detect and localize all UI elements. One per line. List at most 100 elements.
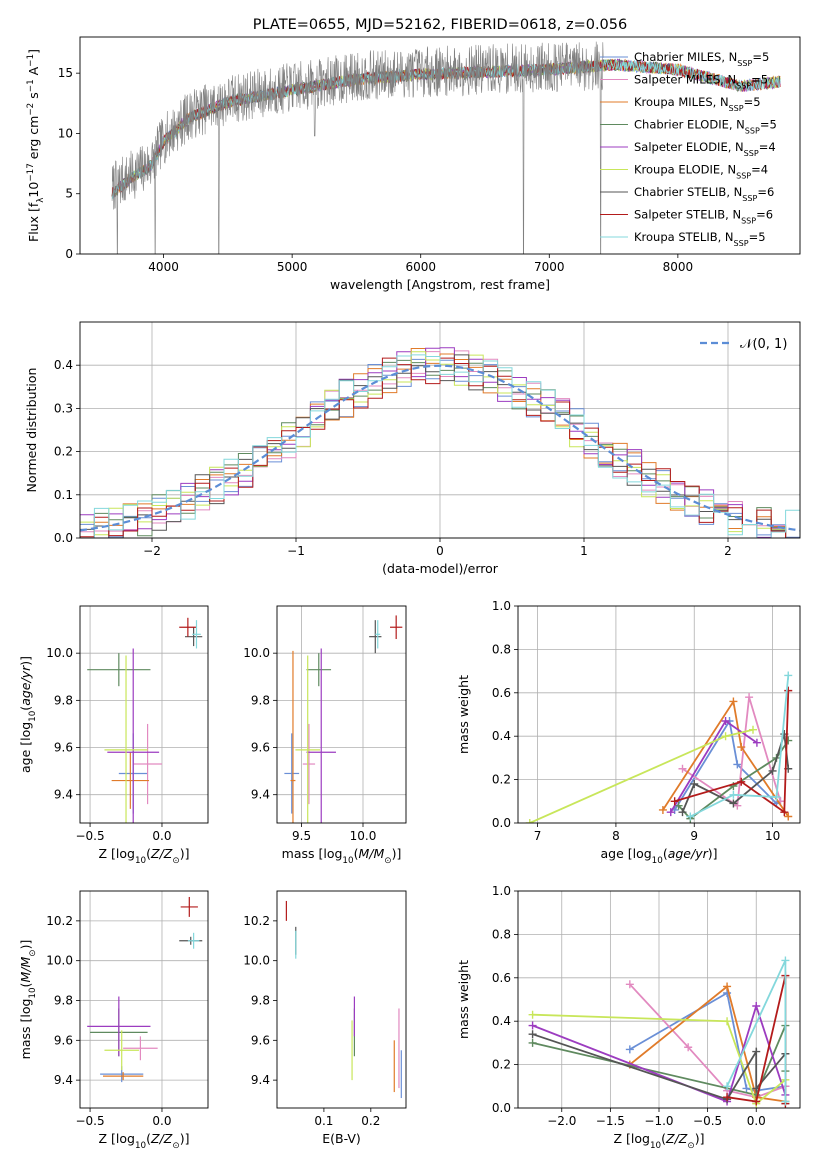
y-tick-label: 0.6 (492, 971, 511, 985)
x-tick-label: 0.0 (747, 1114, 766, 1128)
series-marker (670, 797, 679, 806)
series-marker (721, 732, 730, 741)
series-marker (752, 1097, 761, 1106)
y-tick-label: 10.0 (243, 646, 270, 660)
panel-weight_vs_age: 7 8 9 10 0.0 0.2 0.4 0.6 0.8 1.0 age [log10(age/yr… (456, 599, 801, 866)
panel-spectrum: 4000 5000 6000 7000 8000 0 5 10 15 wavelength [An… (26, 17, 801, 292)
x-axis-label: wavelength [Angstrom, rest frame] (330, 277, 550, 292)
series-marker (742, 1084, 751, 1093)
series-path (529, 728, 754, 823)
series-marker (781, 1097, 790, 1106)
y-tick-label: 10.2 (243, 914, 270, 928)
panel-weight_vs_Z: −2.0 −1.5 −1.0 −0.5 0.0 0.0 0.2 0.4 0.6 0.8 1.0 Z [… (456, 884, 801, 1151)
series-marker (625, 980, 634, 989)
y-tick-label: 1.0 (492, 599, 511, 613)
y-tick-label: 0.0 (492, 816, 511, 830)
weight-series-line (678, 730, 793, 817)
x-tick-label: 10 (765, 829, 780, 843)
x-tick-label: 7 (534, 829, 542, 843)
errorbar-point (306, 648, 336, 823)
x-tick-label: 0.0 (152, 829, 171, 843)
legend-label: Salpeter STELIB, NSSP=6 (634, 208, 773, 226)
y-tick-label: 10.0 (46, 646, 73, 660)
series-marker (768, 766, 777, 775)
series-marker (772, 792, 781, 801)
errorbar-point (369, 620, 382, 654)
panel-age_vs_mass: 9.5 10.0 9.4 9.6 9.8 10.0 mass [log10(M/M⊙)] (243, 605, 407, 866)
weight-series (528, 956, 790, 1108)
series-marker (723, 1082, 732, 1091)
series-path (662, 699, 790, 818)
y-tick-label: 0.8 (492, 927, 511, 941)
errorbar-point (104, 1030, 139, 1071)
axes-frame (276, 605, 407, 824)
errorbar-point (390, 615, 403, 640)
series-marker (780, 808, 789, 817)
series-marker (690, 779, 699, 788)
series-marker (752, 1047, 761, 1056)
errorbar-point (133, 723, 162, 805)
x-axis-label: Z [log10(Z/Z⊙)] (99, 846, 190, 866)
series-marker (729, 799, 738, 808)
y-tick-label: 0.2 (492, 773, 511, 787)
y-axis-label: age [log10(age/yr)] (18, 656, 38, 773)
series-marker (658, 805, 667, 814)
series-path (689, 675, 790, 818)
x-tick-label: 4000 (148, 260, 179, 274)
y-tick-label: 9.4 (54, 1073, 73, 1087)
y-tick-label: 9.6 (54, 741, 73, 755)
chart-title: PLATE=0655, MJD=52162, FIBERID=0618, z=0… (253, 17, 627, 33)
errorbar-point (111, 752, 150, 809)
observed-spectrum-line (111, 41, 604, 254)
series-marker (737, 743, 746, 752)
axes-frame (517, 890, 801, 1109)
y-tick-label: 9.8 (251, 693, 270, 707)
series-marker (733, 760, 742, 769)
errorbar-point (104, 655, 148, 823)
series-marker (684, 1043, 693, 1052)
spectrum-legend: Chabrier MILES, NSSP=5 Salpeter MILES, NS… (600, 50, 777, 248)
y-tick-label: 0.3 (54, 401, 73, 415)
x-tick-label: −1.5 (596, 1114, 625, 1128)
axes-frame (517, 605, 801, 824)
y-tick-label: 9.8 (54, 693, 73, 707)
y-tick-label: 10 (58, 126, 73, 140)
series-path (532, 1013, 786, 1106)
x-axis-label: Z [log10(Z/Z⊙)] (614, 1131, 705, 1151)
y-tick-label: 0.1 (54, 488, 73, 502)
errorbar-point (284, 733, 300, 814)
x-tick-label: −1.0 (644, 1114, 673, 1128)
axes-frame (79, 321, 801, 539)
y-tick-label: 9.4 (251, 788, 270, 802)
series-marker (752, 1002, 761, 1011)
y-axis-label: mass [log10(M/M⊙)] (18, 940, 38, 1060)
y-axis-label: mass weight (456, 960, 471, 1039)
y-axis-label: Normed distribution (24, 368, 39, 493)
y-tick-label: 9.6 (251, 1033, 270, 1047)
y-tick-label: 0.4 (54, 358, 73, 372)
x-tick-label: 0 (436, 544, 444, 558)
weight-series-line (723, 956, 790, 1106)
y-tick-label: 9.6 (54, 1033, 73, 1047)
legend-label: Chabrier ELODIE, NSSP=5 (634, 118, 777, 136)
x-tick-label: 9.5 (292, 829, 311, 843)
x-tick-label: −2.0 (547, 1114, 576, 1128)
errorbar-points (284, 615, 403, 823)
series-marker (729, 790, 738, 799)
y-tick-label: 9.4 (251, 1073, 270, 1087)
y-axis-label: Flux [fλ10−17 erg cm−2 s−1 A−1] (26, 49, 46, 242)
series-marker (674, 801, 683, 810)
y-tick-label: 0.8 (492, 642, 511, 656)
errorbar-point (103, 1072, 144, 1081)
y-tick-label: 10.0 (46, 954, 73, 968)
series-marker (737, 777, 746, 786)
legend-label: Kroupa STELIB, NSSP=5 (634, 230, 766, 248)
errorbar-point (290, 650, 296, 823)
series-path (629, 984, 786, 1103)
series-marker (721, 717, 730, 726)
series-marker (528, 1038, 537, 1047)
series-marker (749, 725, 757, 734)
legend-label: Salpeter MILES, NSSP=5 (634, 73, 768, 91)
y-tick-label: 10.2 (46, 914, 73, 928)
legend-label: Chabrier MILES, NSSP=5 (634, 50, 769, 68)
